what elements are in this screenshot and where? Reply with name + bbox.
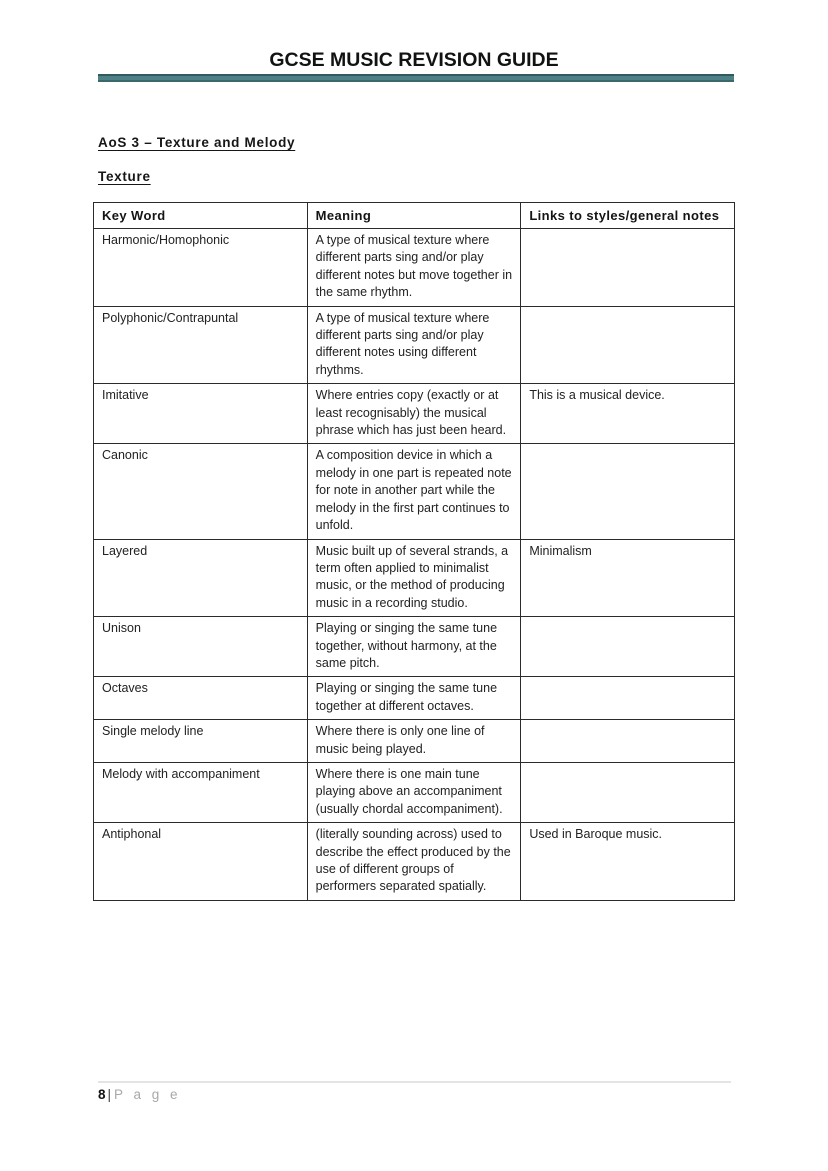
footer-separator: | [107,1087,112,1102]
meaning-cell: Where entries copy (exactly or at least … [306,383,522,445]
table-row: Polyphonic/Contrapuntal A type of musical… [93,305,735,385]
keyword-cell: Antiphonal [93,822,308,901]
page-footer: 8| P a g e [98,1087,181,1102]
table-row: Octaves Playing or singing the same tune … [93,676,735,721]
links-cell [520,305,735,385]
links-cell: This is a musical device. [520,383,735,445]
table-body: Harmonic/Homophonic A type of musical tex… [93,228,735,901]
subsection-heading: Texture [98,169,151,184]
table-row: Imitative Where entries copy (exactly or … [93,383,735,445]
keyword-cell: Octaves [93,676,308,721]
table-row: Antiphonal (literally sounding across) us… [93,822,735,901]
links-cell: Used in Baroque music. [520,822,735,901]
header-links: Links to styles/general notes [520,202,735,229]
links-cell: Minimalism [520,538,735,618]
page-number: 8 [98,1087,107,1102]
keyword-cell: Unison [93,616,308,678]
header-key-word: Key Word [93,202,308,229]
keyword-cell: Single melody line [93,719,308,763]
meaning-cell: Where there is one main tune playing abo… [306,761,522,824]
meaning-cell: A type of musical texture where differen… [306,228,522,307]
table-row: Layered Music built up of several strands… [93,538,735,618]
footer-label: P a g e [114,1087,182,1102]
keyword-cell: Layered [93,538,308,618]
meaning-cell: A composition device in which a melody i… [306,443,522,540]
links-cell [520,228,735,307]
links-cell [520,719,735,763]
keyword-cell: Melody with accompaniment [93,761,308,824]
table-row: Unison Playing or singing the same tune t… [93,616,735,678]
keyword-cell: Canonic [93,443,308,540]
table-row: Melody with accompaniment Where there is … [93,761,735,824]
keyword-cell: Polyphonic/Contrapuntal [93,305,308,385]
meaning-cell: A type of musical texture where differen… [306,305,522,385]
page-title: GCSE MUSIC REVISION GUIDE [269,49,559,71]
header-meaning: Meaning [306,202,522,229]
meaning-cell: Playing or singing the same tune togethe… [306,616,522,678]
table-header-row: Key Word Meaning Links to styles/general… [93,202,735,229]
meaning-cell: Where there is only one line of music be… [306,719,522,763]
texture-table: Key Word Meaning Links to styles/general… [93,202,735,901]
footer-rule [98,1081,731,1083]
links-cell [520,443,735,540]
links-cell [520,616,735,678]
keyword-cell: Imitative [93,383,308,445]
keyword-cell: Harmonic/Homophonic [93,228,308,307]
meaning-cell: Playing or singing the same tune togethe… [306,676,522,721]
links-cell [520,676,735,721]
links-cell [520,761,735,824]
table-row: Harmonic/Homophonic A type of musical tex… [93,228,735,307]
meaning-cell: Music built up of several strands, a ter… [306,538,522,618]
table-row: Single melody line Where there is only on… [93,719,735,763]
table-row: Canonic A composition device in which a m… [93,443,735,540]
meaning-cell: (literally sounding across) used to desc… [306,822,522,901]
accent-rule [98,74,734,82]
section-heading: AoS 3 – Texture and Melody [98,135,296,150]
